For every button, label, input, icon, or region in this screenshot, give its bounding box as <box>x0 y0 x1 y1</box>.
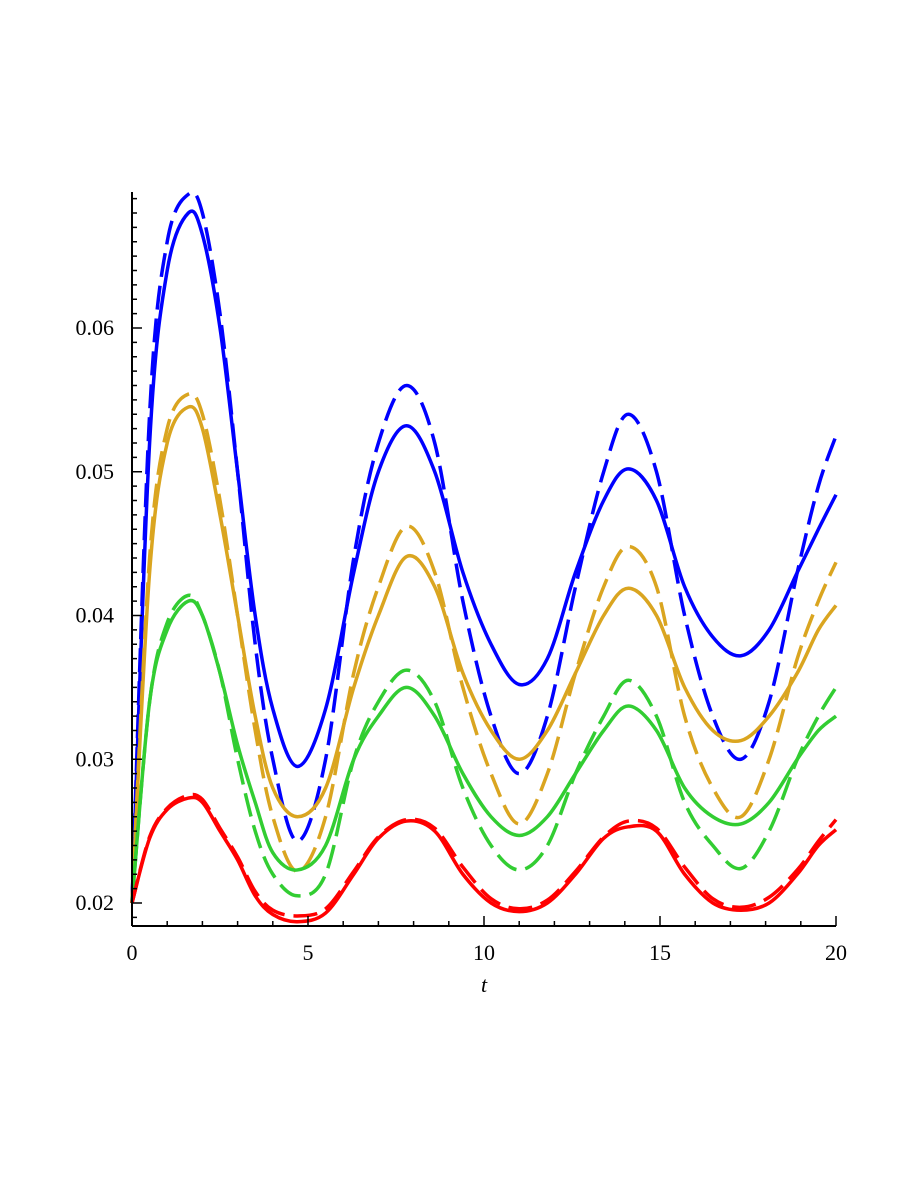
x-tick-label: 10 <box>473 940 495 965</box>
chart-ticks: 0 5 10 15 20 0.02 0.03 0.04 0.05 0.06 <box>76 197 847 965</box>
series-line-3-solid <box>130 404 838 904</box>
y-tick-label: 0.02 <box>76 890 115 915</box>
x-tick-label: 0 <box>127 940 138 965</box>
chart-series-group <box>130 190 838 924</box>
series-line-6-dashed <box>130 593 838 904</box>
y-tick-label: 0.06 <box>76 315 115 340</box>
x-tick-label: 15 <box>649 940 671 965</box>
x-tick-label: 20 <box>825 940 847 965</box>
y-tick-label: 0.04 <box>76 603 115 628</box>
x-tick-label: 5 <box>303 940 314 965</box>
series-line-8-dashed <box>130 792 838 918</box>
series-line-2-dashed <box>130 190 838 904</box>
y-tick-label: 0.03 <box>76 746 115 771</box>
y-tick-label: 0.05 <box>76 459 115 484</box>
x-axis-label: t <box>481 972 488 997</box>
series-line-1-solid <box>130 209 838 904</box>
series-line-4-dashed <box>130 391 838 904</box>
chart-axes <box>131 192 836 927</box>
